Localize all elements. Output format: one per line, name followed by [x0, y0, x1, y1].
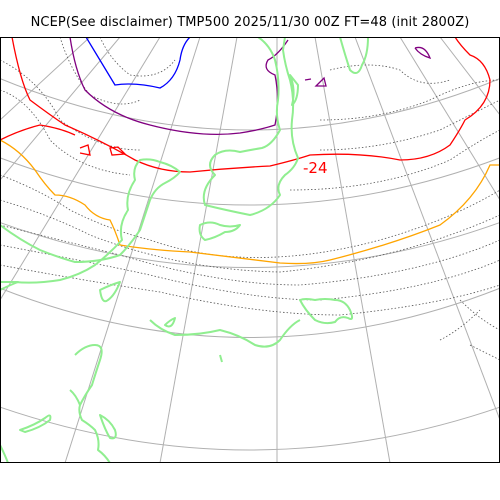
map-title: NCEP(See disclaimer) TMP500 2025/11/30 0… — [30, 15, 470, 30]
isotherm-purple-east — [414, 46, 432, 60]
map-border — [0, 37, 500, 463]
graticule-latitudes — [0, 77, 500, 451]
isotherm-blue — [85, 37, 191, 89]
contour-label-minus-24: -24 — [303, 159, 328, 177]
graticule-meridians — [0, 37, 500, 463]
isotherm-red — [11, 37, 491, 173]
isotherm-red-small — [79, 144, 127, 156]
isotherms-dotted — [0, 37, 500, 361]
isotherm-purple-small — [304, 76, 327, 87]
isotherm-purple — [69, 37, 289, 136]
isotherm-orange — [0, 139, 500, 265]
coastlines — [0, 37, 369, 463]
isotherm-red-west — [0, 124, 76, 141]
